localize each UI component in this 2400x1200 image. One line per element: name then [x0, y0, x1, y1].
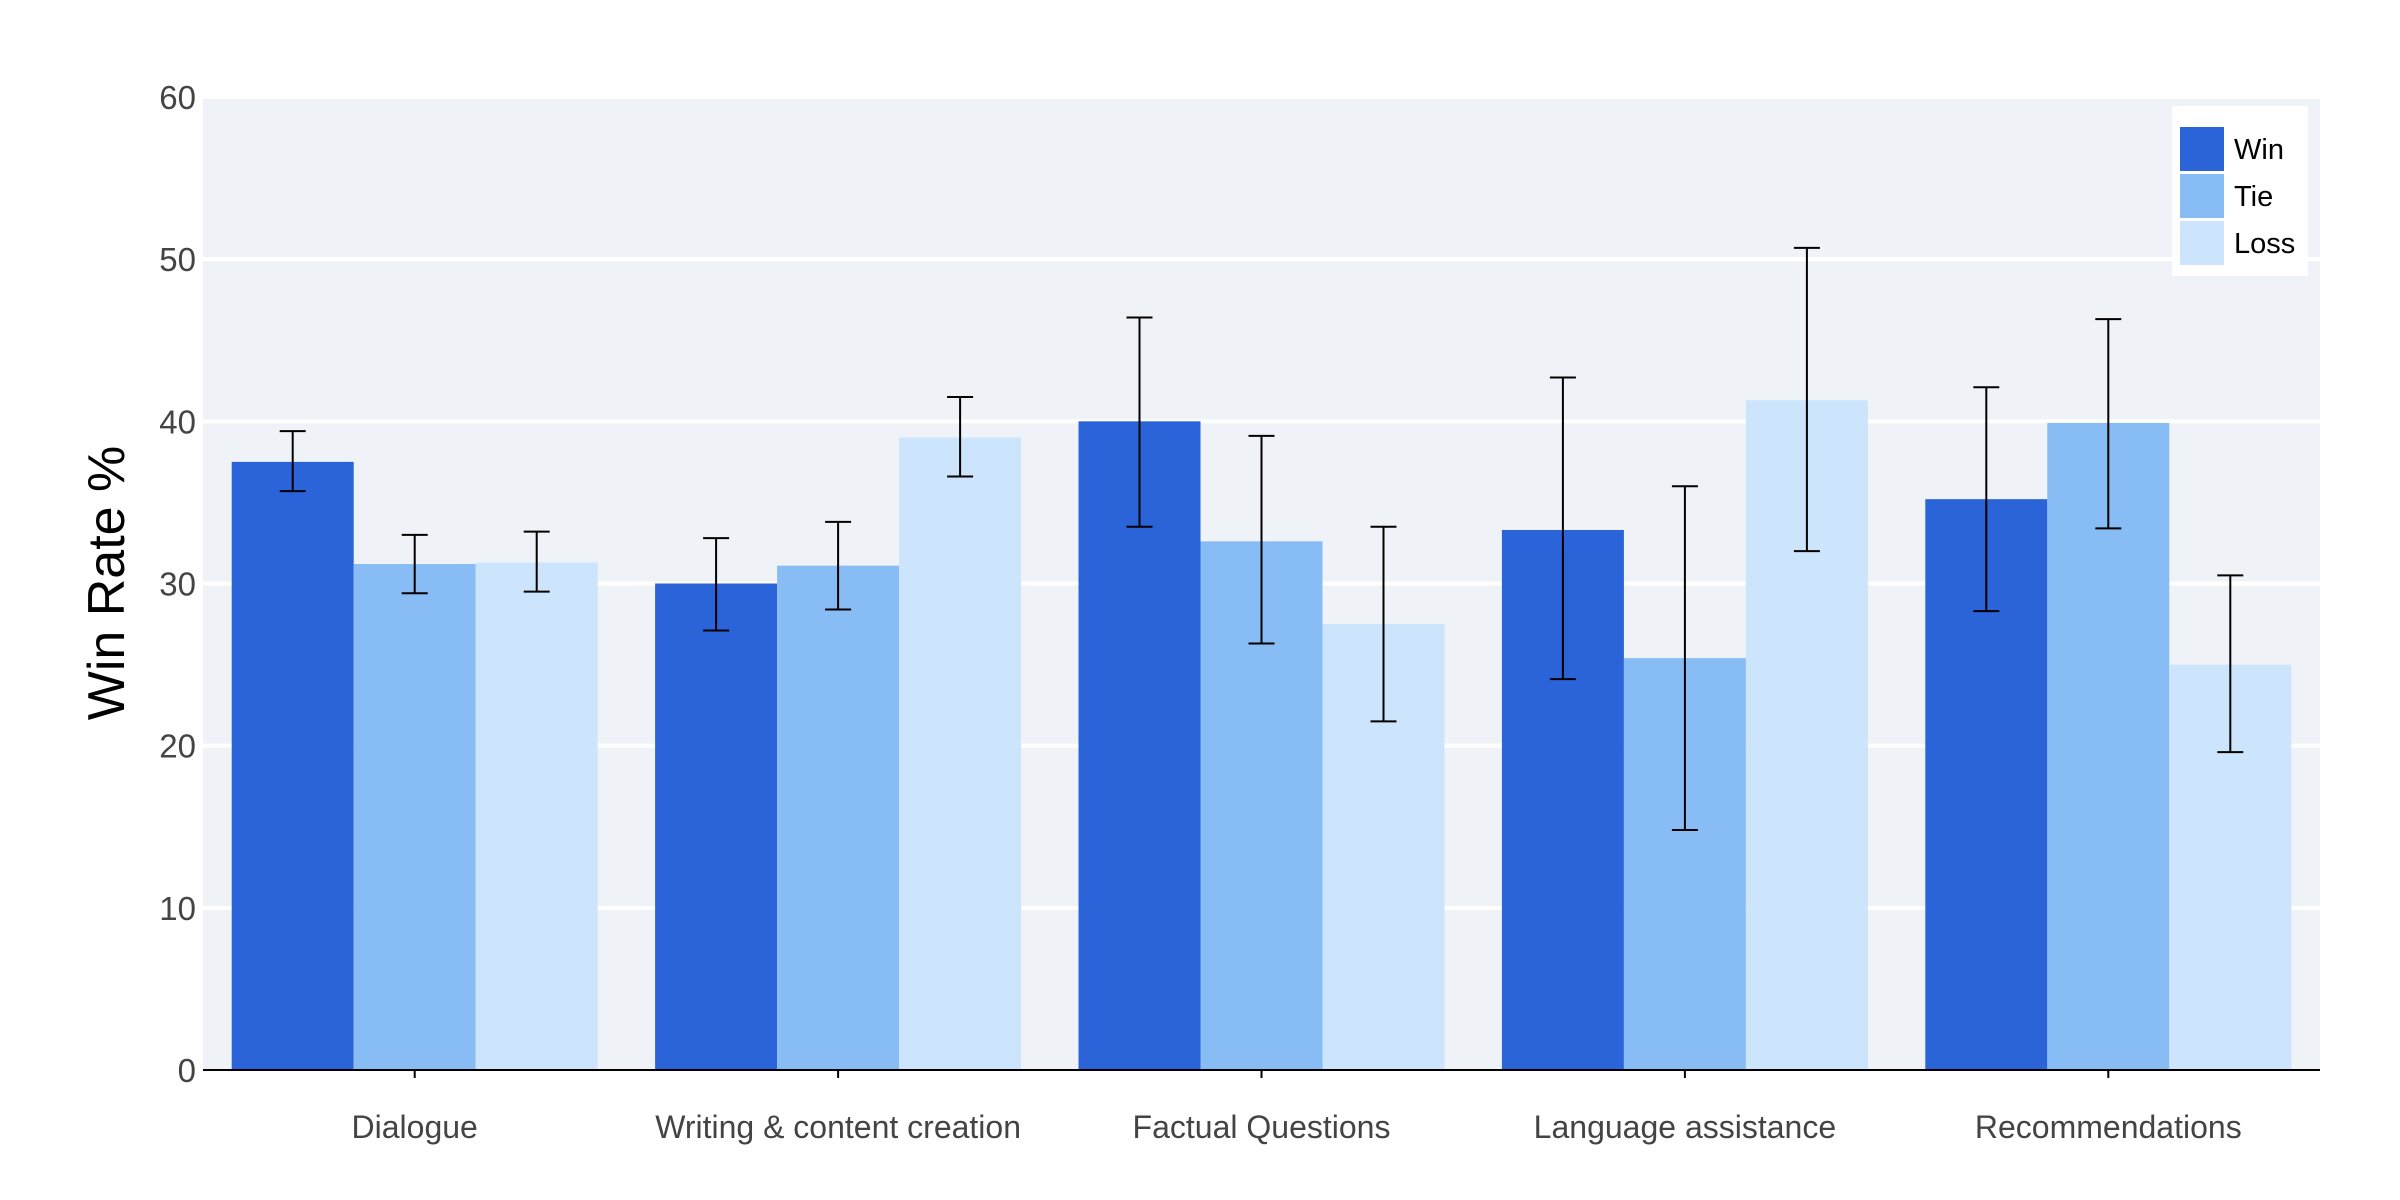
y-axis-title: Win Rate %: [78, 446, 136, 721]
x-tick-label: Factual Questions: [1133, 1109, 1391, 1145]
error-bar-win-0: [279, 430, 306, 493]
error-bar-tie-0: [401, 533, 428, 595]
bar-win-0: [231, 461, 354, 1070]
bar-win-2: [1078, 421, 1201, 1070]
legend: Win Tie Loss: [2172, 106, 2308, 276]
y-tick-label: 20: [159, 728, 196, 765]
bar-tie-4: [2047, 422, 2170, 1071]
error-bars: [279, 246, 2244, 831]
legend-label-tie: Tie: [2234, 181, 2273, 213]
error-bar-loss-0: [523, 530, 550, 593]
bar-tie-0: [353, 564, 476, 1070]
legend-swatch-win: [2180, 127, 2224, 171]
x-tick-label: Dialogue: [352, 1109, 478, 1145]
y-tick-label: 50: [159, 241, 196, 278]
error-bar-tie-3: [1671, 485, 1698, 831]
error-bar-tie-2: [1248, 434, 1275, 645]
error-bar-tie-4: [2095, 318, 2122, 530]
bar-loss-0: [475, 562, 598, 1070]
y-tick-label: 10: [159, 890, 196, 927]
legend-swatch-tie: [2180, 174, 2224, 218]
x-tick-label: Recommendations: [1975, 1109, 2242, 1145]
y-tick-labels: 0 10 20 30 40 50 60: [159, 79, 196, 1089]
error-bar-win-2: [1126, 316, 1153, 528]
bar-win-1: [655, 583, 778, 1070]
error-bar-loss-1: [947, 396, 974, 478]
error-bar-loss-3: [1793, 246, 1820, 553]
y-tick-label: 0: [178, 1052, 196, 1089]
y-tick-label: 30: [159, 566, 196, 603]
x-tick-label: Writing & content creation: [655, 1109, 1021, 1145]
bar-loss-1: [899, 437, 1022, 1070]
error-bar-loss-4: [2217, 574, 2244, 754]
legend-swatch-loss: [2180, 221, 2224, 265]
bars: [231, 400, 2292, 1071]
legend-label-loss: Loss: [2234, 228, 2295, 260]
x-tick-labels: Dialogue Writing & content creation Factua…: [352, 1070, 2242, 1145]
y-tick-label: 60: [159, 79, 196, 116]
error-bar-win-3: [1549, 376, 1576, 681]
error-bar-loss-2: [1370, 525, 1397, 723]
error-bar-win-4: [1973, 386, 2000, 613]
error-bar-tie-1: [825, 520, 852, 611]
error-bar-win-1: [703, 537, 730, 632]
legend-label-win: Win: [2234, 134, 2284, 166]
y-tick-label: 40: [159, 403, 196, 440]
x-tick-label: Language assistance: [1534, 1109, 1836, 1145]
bar-tie-1: [777, 565, 900, 1070]
